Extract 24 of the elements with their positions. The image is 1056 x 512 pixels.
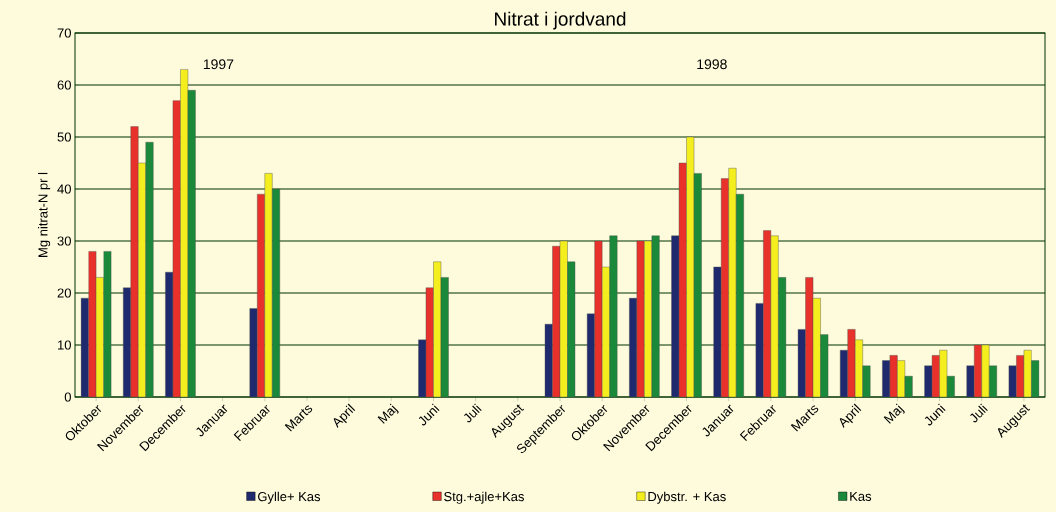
x-tick-label: Maj [883,403,905,424]
legend-label: Kas [850,491,872,501]
bar [981,344,990,397]
y-tick-label: 0 [64,392,71,402]
y-tick-label: 40 [57,184,71,194]
x-tick-label: Juni [924,403,946,426]
chart-title: Nitrat i jordvand [495,11,626,30]
y-tick-label: 30 [57,236,71,246]
x-tick-label: Juli [970,403,988,423]
legend-label: Stg.+ajle+Kas [444,491,524,504]
annotation: 1997 [203,59,234,70]
legend-label: Gylle+ Kas [258,491,321,504]
y-axis-title: Mg nitrat-N pr l [38,172,51,257]
bar [728,168,737,397]
y-tick-label: 20 [57,288,71,298]
legend-label: Dybstr. + Kas [648,491,726,504]
bar [264,173,273,397]
y-tick-label: 60 [57,80,71,90]
x-tick-label: Maj [377,403,399,424]
x-tick-label: Juli [464,403,482,423]
y-tick-label: 70 [57,28,71,38]
y-tick-label: 10 [58,340,71,350]
y-tick-label: 50 [57,132,71,142]
annotation: 1998 [697,59,727,70]
